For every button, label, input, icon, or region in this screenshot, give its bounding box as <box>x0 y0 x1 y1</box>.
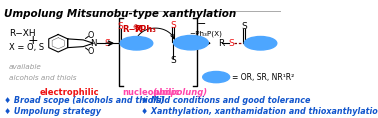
Text: N: N <box>90 39 96 48</box>
Text: electrophilic: electrophilic <box>40 88 99 97</box>
Text: +: + <box>28 34 38 47</box>
Text: Umpolung Mitsunobu-type xanthylation: Umpolung Mitsunobu-type xanthylation <box>3 9 236 19</box>
Text: ♦ Umpolung strategy: ♦ Umpolung strategy <box>3 107 101 116</box>
Text: S: S <box>242 22 247 31</box>
Text: ♦ Broad scope (alcohols and thiols): ♦ Broad scope (alcohols and thiols) <box>3 97 164 105</box>
Text: R−X: R−X <box>123 25 143 34</box>
Text: R−XH: R−XH <box>9 29 36 38</box>
Text: S: S <box>104 39 110 48</box>
Text: S: S <box>229 39 234 48</box>
Circle shape <box>174 35 208 50</box>
Text: R: R <box>218 39 225 48</box>
Text: O: O <box>87 31 93 40</box>
Text: O: O <box>87 47 93 56</box>
Text: nucleophilic: nucleophilic <box>122 88 180 97</box>
Text: available: available <box>9 64 42 70</box>
Text: PPh₃: PPh₃ <box>134 25 156 34</box>
Text: ⊕: ⊕ <box>132 24 138 30</box>
Text: −Ph₃P(X): −Ph₃P(X) <box>189 31 222 37</box>
Text: = OR, SR, NR¹R²: = OR, SR, NR¹R² <box>232 73 294 82</box>
Text: X = O, S: X = O, S <box>9 43 44 52</box>
Text: ♦ Mild conditions and good tolerance: ♦ Mild conditions and good tolerance <box>141 97 310 105</box>
Text: ♦ Xanthylation, xanthamidation and thioxanthylation: ♦ Xanthylation, xanthamidation and thiox… <box>141 107 378 116</box>
Circle shape <box>203 72 230 83</box>
Text: S: S <box>170 56 176 65</box>
Text: S: S <box>170 21 176 30</box>
Text: S: S <box>117 22 123 31</box>
Text: alcohols and thiols: alcohols and thiols <box>9 75 77 81</box>
Text: (umpolung): (umpolung) <box>153 88 208 97</box>
Text: −: − <box>197 19 206 29</box>
Circle shape <box>244 36 277 50</box>
Circle shape <box>120 36 153 50</box>
